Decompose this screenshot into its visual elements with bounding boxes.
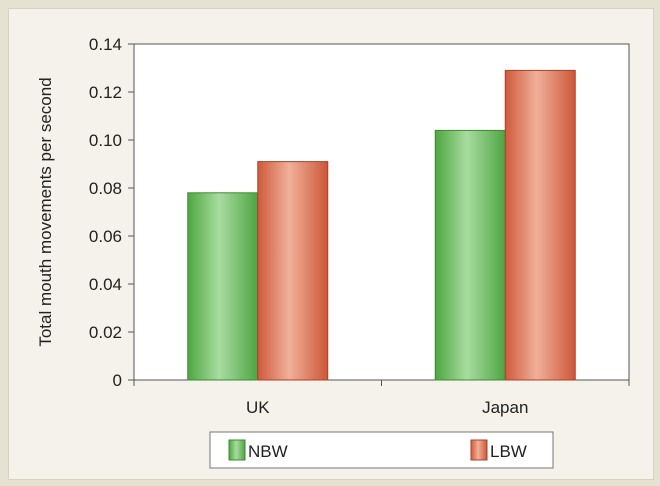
legend: NBW LBW (209, 431, 554, 469)
y-axis: 0 0.02 0.04 0.06 0.08 0.10 0.12 0.14 (89, 35, 134, 390)
y-tick-label: 0.14 (89, 35, 122, 54)
legend-swatch-lbw (470, 439, 488, 461)
y-tick-label: 0.06 (89, 227, 122, 246)
legend-box (209, 431, 554, 469)
legend-swatch-nbw (228, 439, 246, 461)
y-axis-title: Total mouth movements per second (36, 77, 55, 346)
y-tick-label: 0.10 (89, 131, 122, 150)
y-tick-label: 0.02 (89, 323, 122, 342)
y-tick-label: 0.04 (89, 275, 122, 294)
y-tick-label: 0.12 (89, 83, 122, 102)
legend-label-nbw: NBW (248, 442, 288, 461)
y-tick-label: 0 (113, 371, 122, 390)
x-tick-label: UK (246, 398, 270, 417)
bar-nbw-uk (187, 192, 259, 381)
x-axis: UK Japan (133, 380, 630, 417)
bars (187, 69, 576, 381)
bar-nbw-japan (434, 129, 506, 381)
bar-lbw-japan (504, 69, 576, 381)
legend-label-lbw: LBW (490, 442, 527, 461)
y-tick-label: 0.08 (89, 179, 122, 198)
bar-lbw-uk (257, 161, 329, 381)
x-tick-label: Japan (482, 398, 528, 417)
